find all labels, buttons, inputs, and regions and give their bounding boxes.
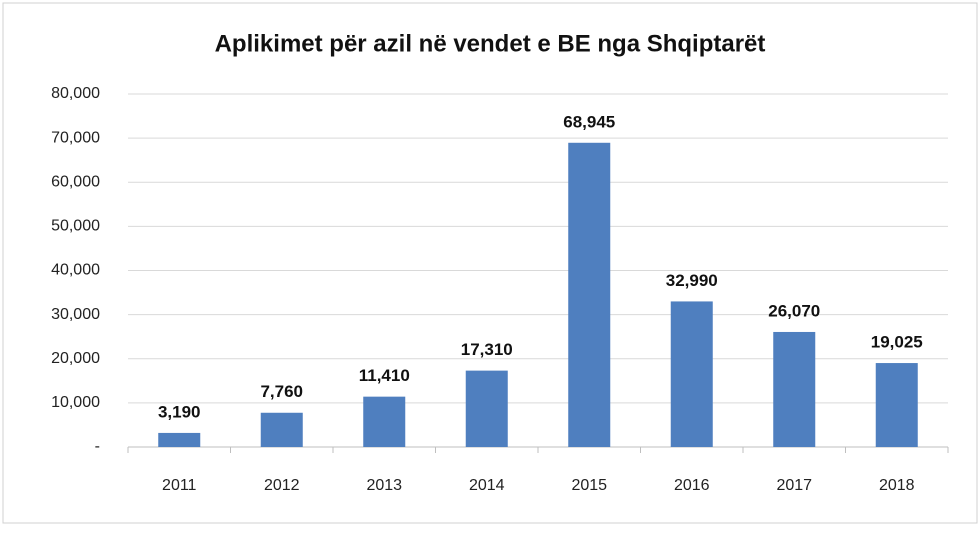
value-label: 7,760 <box>260 382 303 401</box>
bar <box>568 142 611 447</box>
bar <box>158 432 201 447</box>
y-tick-label: 70,000 <box>51 129 100 146</box>
value-label: 3,190 <box>158 402 201 421</box>
value-label: 68,945 <box>563 112 615 131</box>
value-label: 11,410 <box>359 366 410 385</box>
y-tick-label: 20,000 <box>51 350 100 367</box>
y-tick-label: 50,000 <box>51 218 100 235</box>
y-tick-label: 60,000 <box>51 173 100 190</box>
x-tick-label: 2017 <box>776 477 812 494</box>
bar <box>465 370 508 447</box>
y-tick-label: 10,000 <box>51 394 100 411</box>
value-label: 19,025 <box>871 333 923 352</box>
value-label: 32,990 <box>666 271 718 290</box>
y-tick-label: 80,000 <box>51 85 100 102</box>
chart-border <box>2 2 978 524</box>
x-tick-label: 2013 <box>366 477 402 494</box>
y-tick-label: 30,000 <box>51 306 100 323</box>
chart-title: Aplikimet për azil në vendet e BE nga Sh… <box>215 30 766 57</box>
x-tick-label: 2011 <box>162 477 197 494</box>
x-tick-label: 2015 <box>571 477 607 494</box>
bar <box>875 363 918 447</box>
bar <box>260 412 303 447</box>
bar <box>363 396 406 447</box>
y-tick-label: 40,000 <box>51 262 100 279</box>
bar <box>670 301 713 447</box>
y-tick-label: - <box>95 438 100 455</box>
x-tick-label: 2018 <box>879 477 915 494</box>
value-label: 17,310 <box>461 340 513 359</box>
x-tick-label: 2016 <box>674 477 710 494</box>
value-label: 26,070 <box>768 301 820 320</box>
x-tick-label: 2012 <box>264 477 300 494</box>
bar <box>773 331 816 447</box>
x-tick-label: 2014 <box>469 477 505 494</box>
